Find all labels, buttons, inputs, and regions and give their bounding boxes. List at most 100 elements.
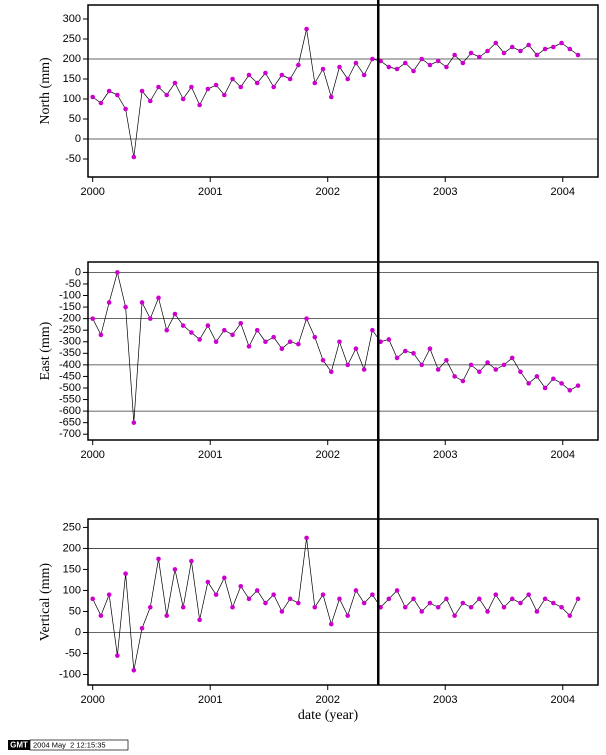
data-point bbox=[304, 535, 309, 541]
data-point bbox=[485, 609, 490, 614]
data-point bbox=[411, 68, 416, 74]
data-point bbox=[444, 64, 449, 70]
data-point bbox=[386, 64, 392, 70]
data-point bbox=[205, 86, 211, 92]
data-point bbox=[419, 609, 425, 614]
data-point bbox=[361, 600, 367, 606]
data-point bbox=[575, 596, 581, 602]
plot-frame bbox=[87, 518, 599, 686]
data-point bbox=[106, 592, 112, 597]
data-point bbox=[279, 72, 285, 78]
data-point bbox=[287, 596, 293, 602]
data-point bbox=[164, 92, 170, 98]
data-point bbox=[460, 600, 466, 606]
y-tick-label: 200 bbox=[63, 542, 81, 554]
y-tick-label: -700 bbox=[59, 428, 81, 440]
data-point bbox=[254, 588, 260, 593]
data-point bbox=[567, 387, 573, 393]
data-point bbox=[131, 667, 137, 673]
data-point bbox=[452, 374, 457, 379]
data-point bbox=[345, 76, 351, 82]
data-point bbox=[501, 50, 507, 56]
data-point bbox=[419, 362, 425, 368]
data-point bbox=[312, 80, 318, 86]
data-point bbox=[427, 62, 433, 68]
data-point bbox=[501, 362, 507, 368]
data-point bbox=[534, 52, 540, 58]
y-tick-label: -200 bbox=[59, 313, 81, 325]
x-tick-label: 2002 bbox=[315, 186, 339, 198]
data-point bbox=[164, 327, 170, 333]
data-point bbox=[509, 355, 515, 361]
x-tick-label: 2004 bbox=[551, 186, 575, 198]
data-point bbox=[353, 588, 359, 593]
y-tick-label: -50 bbox=[65, 647, 81, 659]
data-point bbox=[230, 604, 235, 610]
y-tick-label: -50 bbox=[65, 278, 81, 290]
data-point bbox=[542, 46, 548, 52]
data-point bbox=[559, 40, 564, 46]
data-point bbox=[509, 596, 515, 602]
data-point bbox=[361, 72, 367, 78]
data-point bbox=[411, 351, 416, 356]
data-point bbox=[370, 327, 375, 333]
data-point bbox=[230, 332, 235, 338]
data-point bbox=[435, 58, 441, 64]
data-point bbox=[287, 76, 293, 82]
data-point bbox=[551, 600, 556, 606]
data-point bbox=[501, 604, 507, 610]
x-tick-label: 2001 bbox=[198, 694, 222, 706]
data-point bbox=[460, 378, 466, 384]
data-point bbox=[197, 102, 202, 108]
y-tick-label: 0 bbox=[75, 626, 81, 638]
data-point bbox=[345, 613, 351, 618]
data-point bbox=[493, 40, 499, 46]
data-point bbox=[106, 88, 112, 94]
data-point bbox=[575, 52, 581, 58]
data-point bbox=[123, 106, 128, 112]
x-tick-label: 2004 bbox=[551, 449, 575, 461]
data-point bbox=[139, 625, 145, 631]
y-tick-label: -250 bbox=[59, 324, 81, 336]
data-point bbox=[246, 72, 252, 78]
data-point bbox=[172, 567, 178, 572]
data-point bbox=[156, 84, 161, 90]
data-point bbox=[123, 304, 128, 310]
data-point bbox=[271, 334, 276, 340]
data-point bbox=[147, 98, 153, 104]
y-axis-label: East (mm) bbox=[38, 321, 53, 380]
data-point bbox=[189, 330, 194, 335]
data-point bbox=[526, 381, 531, 386]
y-tick-label: -550 bbox=[59, 393, 81, 405]
data-point bbox=[526, 42, 531, 48]
data-point bbox=[254, 80, 260, 86]
x-tick-label: 2001 bbox=[198, 186, 222, 198]
y-tick-label: 0 bbox=[75, 133, 81, 145]
y-tick-label: 50 bbox=[69, 113, 81, 125]
data-point bbox=[213, 82, 219, 88]
data-point bbox=[493, 367, 499, 372]
x-axis-label: date (year) bbox=[298, 708, 359, 723]
data-point bbox=[189, 558, 194, 564]
y-tick-label: -450 bbox=[59, 370, 81, 382]
data-point bbox=[205, 579, 211, 585]
data-point bbox=[567, 46, 573, 52]
data-point bbox=[444, 596, 449, 602]
data-point bbox=[386, 596, 392, 602]
data-point bbox=[271, 592, 276, 597]
data-point bbox=[172, 311, 178, 317]
data-point bbox=[551, 376, 556, 382]
data-point bbox=[345, 362, 351, 368]
y-tick-label: -400 bbox=[59, 359, 81, 371]
data-point bbox=[238, 84, 244, 90]
y-tick-label: 0 bbox=[75, 266, 81, 278]
data-point bbox=[147, 316, 153, 321]
data-point bbox=[115, 92, 120, 98]
data-point bbox=[279, 346, 285, 351]
data-point bbox=[320, 592, 326, 597]
y-tick-label: -150 bbox=[59, 301, 81, 313]
data-point bbox=[172, 80, 178, 86]
data-point bbox=[312, 334, 318, 340]
plot-frame bbox=[87, 4, 599, 178]
data-point bbox=[477, 369, 482, 375]
